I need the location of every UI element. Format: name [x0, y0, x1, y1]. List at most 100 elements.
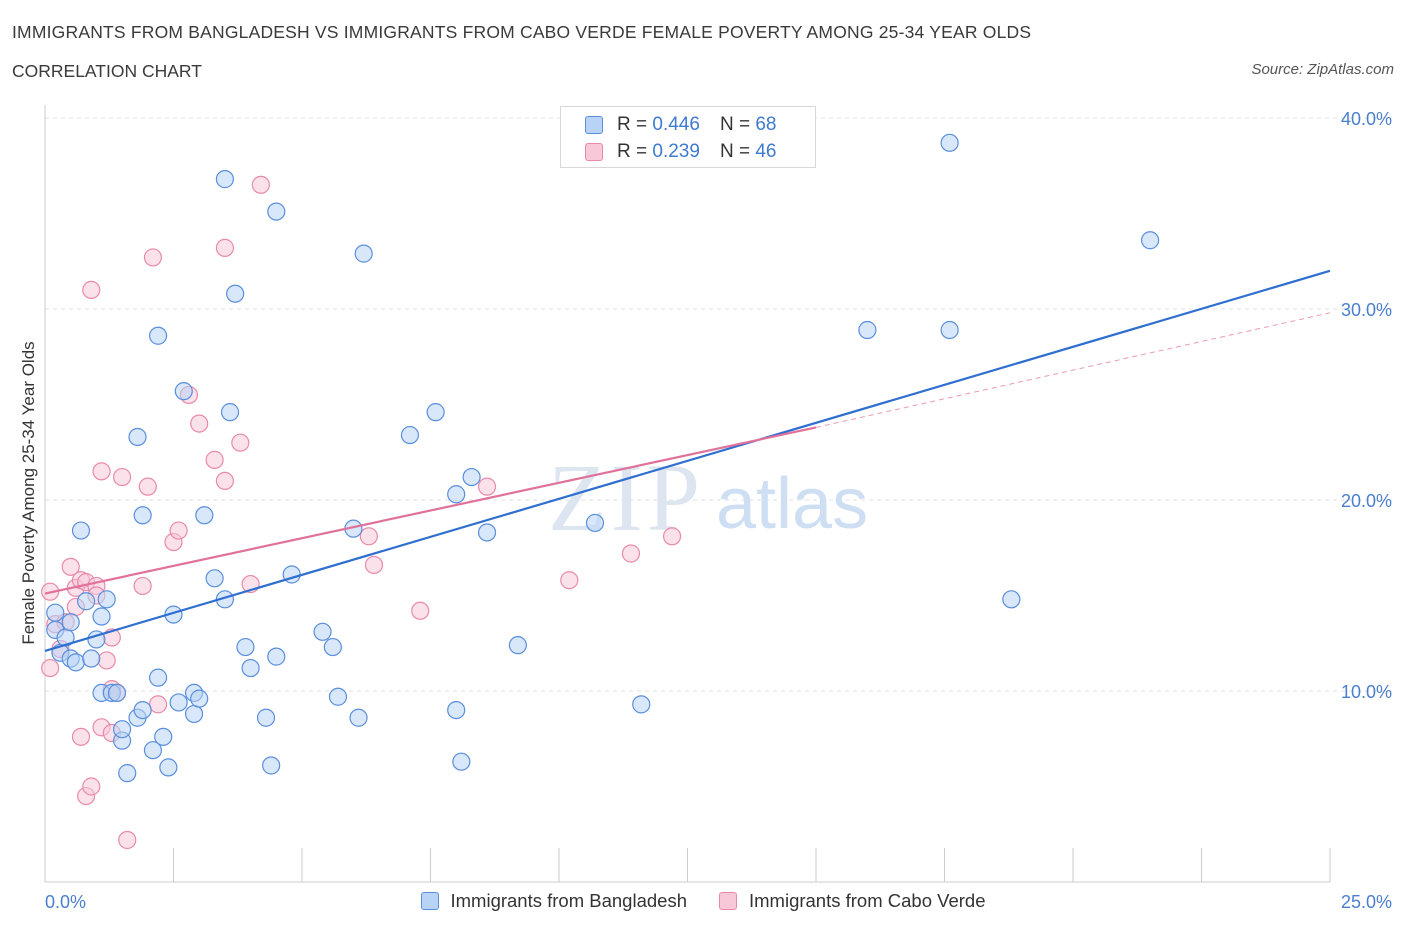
- data-point-bangladesh: [77, 592, 96, 611]
- data-point-bangladesh: [133, 700, 152, 720]
- legend-label: Immigrants from Cabo Verde: [749, 890, 986, 911]
- data-point-bangladesh: [426, 403, 445, 422]
- data-point-bangladesh: [190, 689, 209, 708]
- data-point-bangladesh: [66, 653, 85, 672]
- data-point-bangladesh: [174, 382, 193, 401]
- legend-item-cabo-verde: Immigrants from Cabo Verde: [719, 890, 985, 912]
- data-point-cabo-verde: [359, 527, 378, 546]
- data-point-bangladesh: [477, 523, 497, 542]
- data-point-bangladesh: [97, 590, 116, 609]
- data-point-bangladesh: [148, 668, 168, 687]
- data-point-bangladesh: [323, 637, 342, 657]
- data-point-bangladesh: [1002, 590, 1021, 609]
- data-point-cabo-verde: [205, 450, 224, 469]
- data-point-cabo-verde: [251, 175, 270, 194]
- data-point-cabo-verde: [169, 521, 188, 540]
- data-point-bangladesh: [858, 320, 877, 340]
- r-value: 0.446: [652, 114, 700, 135]
- x-tick-labels: 0.0% 25.0%: [45, 892, 1392, 912]
- chart-title: IMMIGRANTS FROM BANGLADESH VS IMMIGRANTS…: [12, 22, 1032, 42]
- data-point-cabo-verde: [82, 777, 101, 796]
- n-label: N =: [719, 114, 751, 135]
- data-point-cabo-verde: [621, 544, 641, 563]
- data-point-cabo-verde: [148, 695, 168, 714]
- data-point-cabo-verde: [364, 555, 384, 575]
- y-tick-label: 40.0%: [1341, 109, 1392, 129]
- data-point-bangladesh: [462, 467, 481, 487]
- data-point-bangladesh: [143, 741, 163, 760]
- data-point-bangladesh: [133, 506, 152, 525]
- data-point-bangladesh: [128, 427, 147, 447]
- data-point-bangladesh: [267, 202, 286, 221]
- data-point-cabo-verde: [215, 238, 234, 257]
- series-bangladesh: [46, 133, 1160, 783]
- x-tick-label: 0.0%: [45, 892, 86, 912]
- data-point-bangladesh: [508, 636, 527, 655]
- legend-swatch-pink: [719, 892, 737, 910]
- data-point-bangladesh: [112, 720, 132, 739]
- data-point-bangladesh: [585, 513, 605, 533]
- series-legend: Immigrants from Bangladesh Immigrants fr…: [0, 890, 1406, 912]
- data-point-cabo-verde: [41, 658, 60, 678]
- data-point-bangladesh: [328, 687, 348, 706]
- legend-swatch-pink: [585, 143, 603, 161]
- data-point-bangladesh: [195, 506, 214, 525]
- data-point-bangladesh: [349, 708, 368, 727]
- data-point-bangladesh: [447, 485, 466, 504]
- legend-item-bangladesh: Immigrants from Bangladesh: [420, 890, 687, 912]
- data-point-bangladesh: [267, 647, 286, 666]
- r-label: R =: [617, 114, 648, 135]
- data-point-cabo-verde: [61, 557, 80, 576]
- data-point-bangladesh: [154, 727, 173, 746]
- y-axis-label: Female Poverty Among 25-34 Year Olds: [19, 341, 38, 644]
- data-point-bangladesh: [118, 764, 137, 783]
- data-point-cabo-verde: [215, 471, 234, 490]
- data-point-cabo-verde: [138, 477, 157, 496]
- trend-line-bangladesh: [44, 269, 1331, 652]
- trend-line-cabo-verde: [44, 426, 817, 595]
- data-point-bangladesh: [148, 326, 168, 345]
- grid-lines: [45, 117, 1392, 692]
- data-point-bangladesh: [262, 756, 281, 775]
- data-point-bangladesh: [313, 622, 332, 641]
- data-point-cabo-verde: [112, 467, 132, 487]
- data-point-bangladesh: [215, 170, 234, 189]
- data-point-bangladesh: [46, 603, 65, 622]
- data-point-bangladesh: [82, 649, 101, 668]
- n-value: 68: [755, 114, 777, 135]
- data-point-bangladesh: [71, 521, 91, 540]
- trend-extension-cabo-verde: [815, 312, 1331, 428]
- stats-legend: R = 0.446 N = 68 R = 0.239 N = 46: [560, 106, 816, 168]
- data-point-bangladesh: [632, 695, 651, 714]
- data-point-cabo-verde: [97, 651, 116, 670]
- data-point-cabo-verde: [477, 477, 497, 496]
- data-point-bangladesh: [159, 758, 178, 777]
- data-point-bangladesh: [169, 693, 188, 712]
- source-note: Source: ZipAtlas.com: [1251, 61, 1394, 78]
- trend-lines: [44, 269, 1331, 652]
- data-point-cabo-verde: [231, 433, 250, 452]
- y-tick-label: 20.0%: [1341, 491, 1392, 511]
- data-point-cabo-verde: [92, 462, 111, 481]
- data-point-bangladesh: [184, 704, 204, 724]
- r-value: 0.239: [652, 141, 700, 162]
- x-tick-label: 25.0%: [1341, 892, 1392, 912]
- data-point-cabo-verde: [560, 571, 579, 590]
- data-point-bangladesh: [447, 700, 466, 720]
- n-label: N =: [719, 141, 751, 162]
- data-point-bangladesh: [241, 658, 260, 678]
- legend-row-bangladesh: R = 0.446 N = 68: [585, 113, 776, 137]
- legend-swatch-blue: [585, 116, 603, 134]
- data-point-cabo-verde: [118, 830, 137, 850]
- y-tick-label: 30.0%: [1341, 300, 1392, 320]
- r-label: R =: [617, 141, 648, 162]
- data-point-bangladesh: [1140, 231, 1160, 250]
- legend-row-cabo-verde: R = 0.239 N = 46: [585, 140, 776, 164]
- data-point-bangladesh: [226, 284, 245, 303]
- chart-subtitle: CORRELATION CHART: [12, 61, 202, 81]
- legend-swatch-blue: [420, 892, 439, 910]
- data-point-cabo-verde: [662, 527, 682, 546]
- data-point-bangladesh: [400, 425, 420, 445]
- data-point-bangladesh: [256, 708, 276, 727]
